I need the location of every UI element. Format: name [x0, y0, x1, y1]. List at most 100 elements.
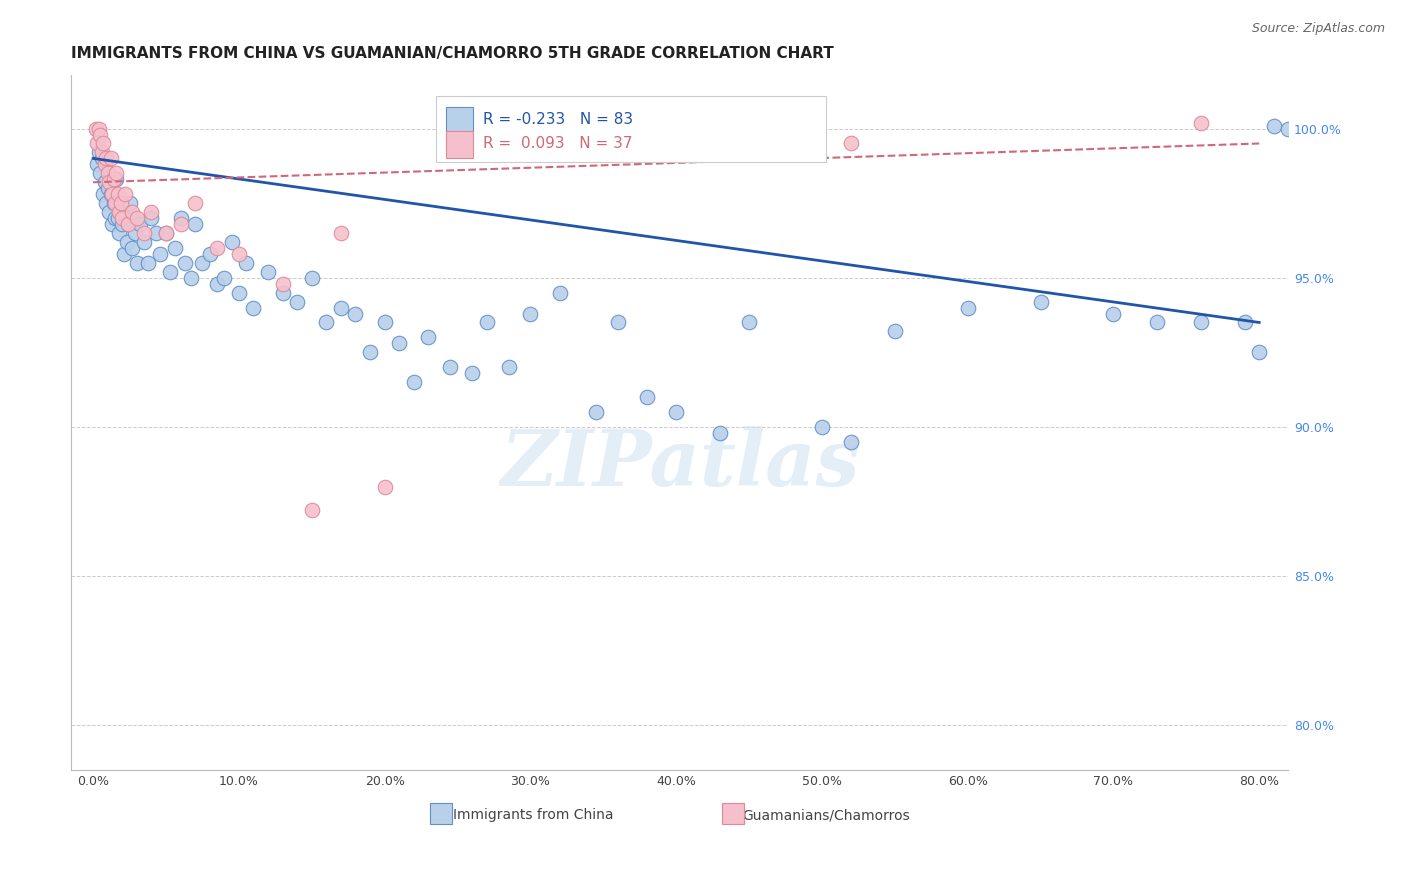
Point: [97, 181, 120, 195]
Point: [205, 241, 228, 255]
Point: [125, 211, 148, 225]
Point: [402, 375, 425, 389]
Point: [228, 247, 250, 261]
Point: [128, 217, 150, 231]
Point: [839, 136, 862, 151]
Point: [107, 211, 129, 225]
Point: [418, 330, 440, 344]
Point: [1146, 316, 1168, 330]
Text: R = -0.233   N = 83: R = -0.233 N = 83: [482, 112, 633, 127]
Point: [439, 360, 461, 375]
Point: [374, 316, 396, 330]
Point: [94, 157, 117, 171]
Point: [155, 226, 177, 240]
Point: [606, 316, 628, 330]
Point: [107, 187, 129, 202]
Point: [461, 366, 484, 380]
Point: [498, 360, 520, 375]
Point: [1029, 294, 1052, 309]
Point: [205, 277, 228, 291]
Point: [98, 175, 121, 189]
Point: [110, 205, 132, 219]
Point: [184, 196, 207, 211]
Point: [90, 152, 112, 166]
Point: [191, 256, 214, 270]
Point: [118, 196, 141, 211]
Point: [125, 256, 148, 270]
Point: [134, 226, 156, 240]
Point: [301, 503, 323, 517]
Point: [548, 285, 571, 300]
Point: [110, 196, 132, 211]
Point: [115, 235, 138, 249]
Point: [138, 256, 160, 270]
Point: [1102, 306, 1125, 320]
Point: [134, 235, 156, 249]
Point: [257, 265, 280, 279]
Point: [1277, 121, 1299, 136]
Point: [111, 211, 134, 225]
Point: [1189, 316, 1212, 330]
Point: [121, 241, 143, 255]
Point: [169, 217, 191, 231]
Point: [114, 187, 136, 202]
FancyBboxPatch shape: [446, 131, 472, 158]
Point: [839, 434, 862, 449]
Point: [100, 152, 122, 166]
Point: [87, 145, 110, 160]
Point: [738, 316, 761, 330]
Text: Source: ZipAtlas.com: Source: ZipAtlas.com: [1251, 22, 1385, 36]
Point: [84, 121, 107, 136]
Point: [108, 205, 131, 219]
Point: [636, 390, 658, 404]
Point: [214, 270, 236, 285]
Point: [344, 306, 367, 320]
Text: ZIPatlas: ZIPatlas: [501, 425, 859, 502]
Point: [121, 205, 143, 219]
Point: [149, 247, 172, 261]
Point: [163, 241, 186, 255]
Point: [90, 145, 112, 160]
Point: [271, 285, 294, 300]
Point: [811, 420, 834, 434]
Point: [184, 217, 207, 231]
Point: [141, 205, 163, 219]
Point: [105, 172, 128, 186]
Point: [108, 226, 131, 240]
Point: [883, 325, 905, 339]
Point: [117, 217, 139, 231]
Point: [1249, 345, 1271, 359]
Point: [87, 121, 110, 136]
Point: [105, 166, 128, 180]
Point: [169, 211, 191, 225]
Point: [86, 157, 108, 171]
Point: [104, 211, 127, 225]
Point: [359, 345, 381, 359]
Point: [301, 270, 323, 285]
Point: [388, 336, 411, 351]
Text: Guamanians/Chamorros: Guamanians/Chamorros: [742, 808, 910, 822]
Point: [285, 294, 308, 309]
Point: [94, 175, 117, 189]
Point: [117, 217, 139, 231]
Point: [100, 187, 122, 202]
Point: [104, 196, 127, 211]
Point: [101, 217, 124, 231]
Point: [159, 265, 181, 279]
Point: [198, 247, 221, 261]
Point: [89, 128, 111, 142]
Point: [228, 285, 250, 300]
Point: [103, 172, 125, 186]
Point: [315, 316, 337, 330]
Point: [98, 205, 121, 219]
Point: [475, 316, 498, 330]
Point: [86, 136, 108, 151]
Point: [111, 217, 134, 231]
Point: [221, 235, 243, 249]
FancyBboxPatch shape: [446, 107, 472, 133]
Point: [180, 270, 202, 285]
Point: [519, 145, 541, 160]
Point: [235, 256, 257, 270]
Point: [1233, 316, 1256, 330]
Point: [112, 247, 135, 261]
